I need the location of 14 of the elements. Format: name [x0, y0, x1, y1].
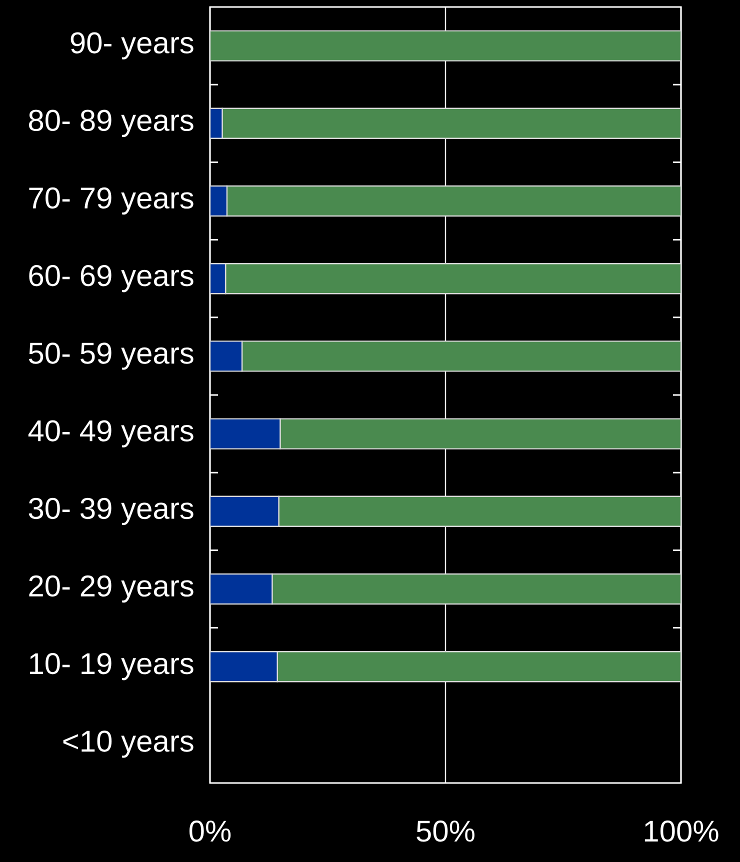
x-tick-label: 100% [644, 820, 718, 842]
y-tick-label: 80- 89 years [29, 110, 194, 137]
y-tick-label: 90- years [70, 32, 194, 60]
x-tick-label: 50% [416, 820, 474, 842]
bar [210, 30, 681, 62]
y-tick-label: 10- 19 years [30, 653, 194, 680]
y-tick-label: 50- 59 years [28, 342, 194, 370]
y-tick-label: 30- 39 years [28, 498, 194, 525]
y-tick-label: <10 years [63, 730, 194, 758]
y-tick-label: 20- 29 years [29, 575, 194, 603]
y-tick-label: 60- 69 years [29, 265, 194, 292]
y-tick-label: 70- 79 years [29, 187, 194, 215]
x-tick-label: 0% [189, 820, 231, 842]
y-tick-label: 40- 49 years [28, 420, 194, 448]
